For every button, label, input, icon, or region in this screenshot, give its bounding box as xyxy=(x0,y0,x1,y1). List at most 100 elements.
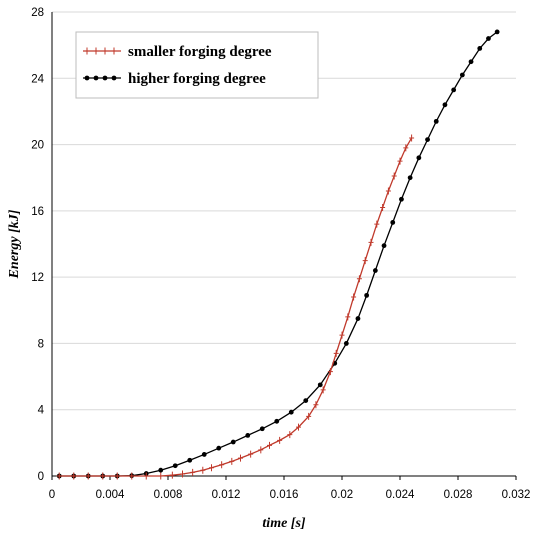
data-point xyxy=(296,423,301,431)
data-point xyxy=(381,243,387,249)
data-point xyxy=(93,75,99,81)
legend-label: higher forging degree xyxy=(128,71,266,87)
data-point xyxy=(277,436,283,444)
y-tick-label: 0 xyxy=(38,471,44,483)
data-point xyxy=(486,36,491,41)
series-line xyxy=(59,137,413,477)
data-point xyxy=(288,409,294,415)
data-point xyxy=(267,441,272,449)
data-point xyxy=(187,457,193,463)
data-point xyxy=(143,472,149,480)
data-point xyxy=(303,398,309,403)
data-point xyxy=(385,187,391,195)
data-point xyxy=(343,341,349,346)
data-point xyxy=(258,446,264,454)
y-tick-label: 12 xyxy=(31,272,44,284)
data-point xyxy=(274,418,280,424)
data-point xyxy=(442,102,448,108)
data-point xyxy=(313,401,319,409)
x-axis-title: time [s] xyxy=(262,516,305,531)
y-tick-label: 24 xyxy=(31,73,44,85)
data-point xyxy=(494,29,500,35)
data-point xyxy=(238,454,243,462)
data-point xyxy=(56,472,62,480)
data-point xyxy=(93,47,99,55)
y-tick-label: 16 xyxy=(31,206,44,218)
data-point xyxy=(129,472,135,480)
data-point xyxy=(403,144,409,152)
data-point xyxy=(425,137,430,143)
legend-box xyxy=(75,31,319,99)
x-tick-label: 0.024 xyxy=(386,489,415,501)
data-point xyxy=(84,47,90,55)
data-point xyxy=(306,412,312,420)
data-point xyxy=(114,472,120,480)
data-point xyxy=(355,316,361,321)
data-point xyxy=(219,461,225,469)
x-tick-label: 0 xyxy=(49,489,55,501)
data-point xyxy=(409,134,415,142)
data-point xyxy=(102,75,108,81)
x-tick-label: 0.008 xyxy=(154,489,183,501)
data-point xyxy=(200,466,206,474)
data-point xyxy=(391,172,397,180)
data-point xyxy=(407,175,413,181)
series-higher-forging-degree xyxy=(56,29,500,479)
data-point xyxy=(201,452,207,457)
data-point xyxy=(245,433,251,438)
data-point xyxy=(190,468,196,476)
data-point xyxy=(327,368,333,376)
data-point xyxy=(416,155,422,161)
legend-item: smaller forging degree xyxy=(83,44,272,60)
data-point xyxy=(351,293,357,301)
data-point xyxy=(259,426,265,432)
x-tick-label: 0.032 xyxy=(502,489,531,501)
x-tick-label: 0.016 xyxy=(270,489,299,501)
data-point xyxy=(356,275,362,283)
x-tick-label: 0.012 xyxy=(212,489,241,501)
data-point xyxy=(433,118,439,124)
data-point xyxy=(320,386,326,394)
data-point xyxy=(390,220,396,225)
legend-label: smaller forging degree xyxy=(128,44,272,60)
x-tick-labels: 0 0.004 0.008 0.012 0.016 0.02 0.024 0.028 0.032 xyxy=(49,489,531,501)
data-point xyxy=(172,463,178,469)
data-point xyxy=(248,450,254,458)
data-point xyxy=(333,349,339,357)
legend: smaller forging degree higher forging deg… xyxy=(75,31,319,99)
data-point xyxy=(84,75,90,81)
legend-item: higher forging degree xyxy=(83,71,266,87)
data-point xyxy=(230,439,236,445)
data-point xyxy=(368,238,374,246)
data-point xyxy=(397,157,403,165)
series-line xyxy=(59,31,498,477)
data-point xyxy=(111,75,117,81)
data-point xyxy=(345,313,351,321)
data-point xyxy=(85,472,91,480)
data-point xyxy=(362,257,368,265)
data-point xyxy=(339,331,345,339)
data-point xyxy=(364,292,370,298)
data-point xyxy=(158,467,164,473)
x-tick-label: 0.004 xyxy=(96,489,125,501)
data-point xyxy=(180,470,185,478)
data-point xyxy=(477,46,483,51)
data-point xyxy=(169,471,175,479)
y-tick-labels: 0 4 8 12 16 20 24 28 xyxy=(31,7,44,483)
data-point xyxy=(102,47,108,55)
data-point xyxy=(158,472,164,480)
data-point xyxy=(100,472,106,480)
data-point xyxy=(372,268,378,273)
y-tick-label: 28 xyxy=(31,7,44,19)
x-tick-label: 0.02 xyxy=(331,489,353,501)
plot-area xyxy=(56,29,500,480)
data-point xyxy=(459,72,465,78)
data-point xyxy=(216,445,222,451)
x-tick-label: 0.028 xyxy=(444,489,473,501)
data-point xyxy=(111,47,117,55)
data-point xyxy=(380,204,386,212)
data-point xyxy=(399,196,404,202)
data-point xyxy=(287,431,293,439)
data-point xyxy=(451,87,457,93)
